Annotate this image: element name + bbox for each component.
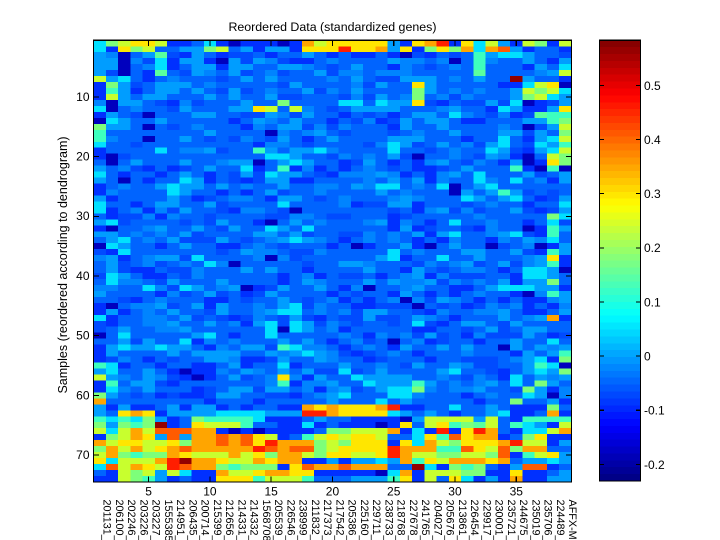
svg-text:206100_at: 206100_at (113, 500, 125, 540)
svg-text:70: 70 (76, 448, 90, 462)
svg-text:229711_s_at: 229711_s_at (370, 500, 382, 540)
svg-text:1568708_at: 1568708_at (260, 500, 272, 540)
svg-text:30: 30 (76, 209, 90, 223)
svg-text:10: 10 (203, 485, 217, 499)
svg-text:40: 40 (76, 269, 90, 283)
svg-text:218768_at: 218768_at (395, 500, 407, 540)
svg-text:202246_s_at: 202246_s_at (125, 500, 137, 540)
svg-text:35: 35 (510, 485, 524, 499)
svg-text:238999_at: 238999_at (297, 500, 309, 540)
svg-text:203227_s_at: 203227_s_at (150, 500, 162, 540)
svg-text:235706_at: 235706_at (542, 500, 554, 540)
svg-text:214331_at: 214331_at (235, 500, 247, 540)
svg-text:212656_at: 212656_at (223, 500, 235, 540)
svg-text:205539_at: 205539_at (272, 500, 284, 540)
svg-text:1555385_at: 1555385_at (162, 500, 174, 540)
svg-text:238733_at: 238733_at (382, 500, 394, 540)
svg-text:214951_at: 214951_at (174, 500, 186, 540)
svg-text:0.3: 0.3 (644, 187, 661, 201)
svg-text:AFFX-MurIL2_at: AFFX-MurIL2_at (566, 500, 578, 540)
svg-text:229917_at: 229917_at (480, 500, 492, 540)
svg-text:Reordered Data (standardized g: Reordered Data (standardized genes) (228, 20, 436, 34)
svg-text:235019_at: 235019_at (529, 500, 541, 540)
svg-text:214332_s_at: 214332_s_at (248, 500, 260, 540)
svg-text:20: 20 (76, 150, 90, 164)
svg-text:217373_x_at: 217373_x_at (321, 500, 333, 540)
svg-text:244675_at: 244675_at (517, 500, 529, 540)
svg-text:205386_s_at: 205386_s_at (346, 500, 358, 540)
svg-text:217542_at: 217542_at (333, 500, 345, 540)
svg-text:0.2: 0.2 (644, 241, 661, 255)
svg-text:206435_at: 206435_at (186, 500, 198, 540)
svg-text:30: 30 (448, 485, 462, 499)
svg-text:200714_x_at: 200714_x_at (199, 500, 211, 540)
svg-text:20: 20 (326, 485, 340, 499)
svg-text:203226_s_at: 203226_s_at (137, 500, 149, 540)
svg-text:226546_at: 226546_at (284, 500, 296, 540)
svg-text:25: 25 (387, 485, 401, 499)
svg-text:15: 15 (265, 485, 279, 499)
svg-text:224489_at: 224489_at (554, 500, 566, 540)
svg-text:-0.1: -0.1 (644, 404, 665, 418)
svg-text:Samples (reordered according t: Samples (reordered according to dendrogr… (56, 136, 70, 393)
svg-text:0.1: 0.1 (644, 295, 661, 309)
svg-text:241765_at: 241765_at (419, 500, 431, 540)
svg-text:213861_s_at: 213861_s_at (456, 500, 468, 540)
svg-text:60: 60 (76, 388, 90, 402)
svg-text:235721_at: 235721_at (505, 500, 517, 540)
svg-text:205676_at: 205676_at (444, 500, 456, 540)
svg-text:0.5: 0.5 (644, 79, 661, 93)
svg-text:225160_x_at: 225160_x_at (358, 500, 370, 540)
svg-text:230001_at: 230001_at (493, 500, 505, 540)
svg-text:204027_s_at: 204027_s_at (431, 500, 443, 540)
svg-text:10: 10 (76, 90, 90, 104)
svg-text:227678_at: 227678_at (407, 500, 419, 540)
svg-text:50: 50 (76, 329, 90, 343)
svg-text:-0.2: -0.2 (644, 458, 665, 472)
svg-text:226454_at: 226454_at (468, 500, 480, 540)
svg-text:0: 0 (644, 350, 651, 364)
svg-text:215399_s_at: 215399_s_at (211, 500, 223, 540)
svg-text:0.4: 0.4 (644, 133, 661, 147)
svg-text:5: 5 (145, 485, 152, 499)
svg-text:211832_s_at: 211832_s_at (309, 500, 321, 540)
svg-text:201131_s_at: 201131_s_at (101, 500, 113, 540)
